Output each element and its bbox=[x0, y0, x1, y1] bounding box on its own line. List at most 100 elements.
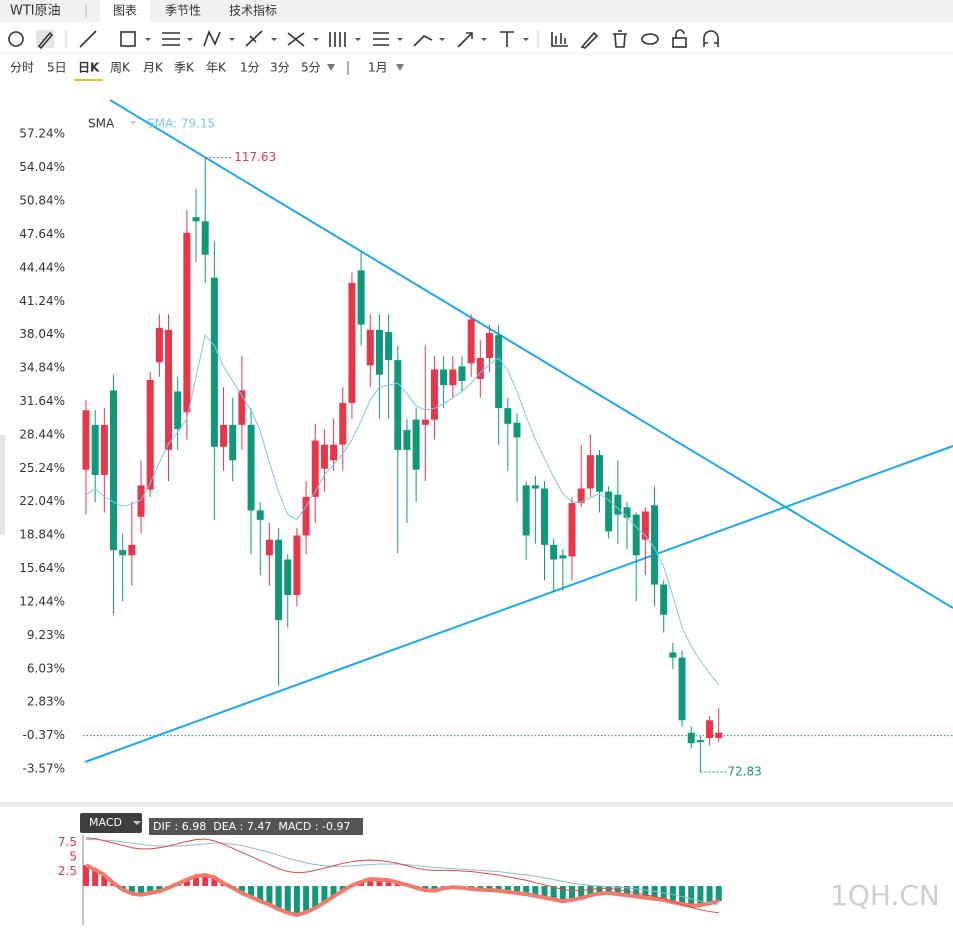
y-tick-label: 18.84% bbox=[19, 528, 65, 542]
sma-line bbox=[85, 334, 720, 686]
candle-body bbox=[100, 424, 108, 475]
watermark: 1QH.CN bbox=[830, 879, 940, 912]
candle-body bbox=[394, 360, 402, 450]
period[interactable]: 周K bbox=[110, 61, 131, 75]
candle-body bbox=[495, 335, 503, 409]
macd-bar bbox=[266, 886, 273, 905]
candle-body bbox=[485, 332, 493, 359]
candle-body bbox=[339, 402, 347, 445]
macd-bar bbox=[183, 879, 190, 887]
y-tick-label: 31.64% bbox=[19, 394, 65, 408]
period[interactable]: 1分 bbox=[240, 61, 260, 75]
legend-box bbox=[149, 818, 363, 835]
candle-body bbox=[174, 391, 182, 430]
candle-body bbox=[220, 424, 228, 447]
tool-icon[interactable] bbox=[551, 32, 568, 47]
tool-icon[interactable] bbox=[457, 32, 473, 48]
period[interactable]: 年K bbox=[206, 61, 227, 75]
tool-icon[interactable] bbox=[245, 30, 263, 47]
candle-body bbox=[476, 358, 484, 379]
macd-bar bbox=[642, 886, 649, 898]
y-tick-label: 47.64% bbox=[19, 227, 65, 241]
macd-bar bbox=[339, 886, 346, 891]
period[interactable]: 季K bbox=[174, 61, 195, 75]
tool-icon[interactable] bbox=[329, 32, 346, 47]
period[interactable]: 日K bbox=[78, 61, 100, 75]
panel-divider bbox=[0, 802, 953, 807]
candle-body bbox=[449, 369, 457, 386]
macd-bar bbox=[248, 886, 255, 898]
macd-bar bbox=[706, 886, 713, 904]
tool-icon[interactable] bbox=[580, 31, 599, 49]
candle-body bbox=[275, 539, 283, 621]
candle-body bbox=[229, 424, 237, 461]
candle-body bbox=[183, 232, 191, 413]
trend-line bbox=[109, 99, 953, 609]
candle-body bbox=[632, 514, 640, 556]
candle-body bbox=[605, 491, 613, 532]
tool-icon[interactable] bbox=[413, 35, 433, 47]
candle-body bbox=[375, 329, 383, 375]
range-selector[interactable]: 1月 bbox=[368, 61, 388, 75]
macd-bar bbox=[376, 879, 383, 887]
tool-icon[interactable] bbox=[373, 32, 389, 46]
tool-icon[interactable] bbox=[672, 37, 687, 48]
tool-icon[interactable] bbox=[203, 29, 221, 47]
tab[interactable]: 技术指标 bbox=[229, 3, 277, 18]
period[interactable]: 3分 bbox=[270, 61, 290, 75]
tool-icon[interactable] bbox=[37, 31, 54, 50]
macd-bar bbox=[293, 886, 300, 916]
tool-icon[interactable] bbox=[500, 31, 514, 47]
macd-bar bbox=[486, 886, 493, 891]
tab[interactable]: 图表 bbox=[113, 4, 137, 18]
period[interactable]: 分时 bbox=[10, 61, 34, 75]
period[interactable]: 5日 bbox=[47, 61, 67, 75]
y-tick-label: 2.5 bbox=[58, 864, 77, 878]
tool-icon[interactable] bbox=[613, 30, 627, 48]
candle-body bbox=[412, 419, 420, 470]
tool-icon[interactable] bbox=[79, 30, 97, 48]
macd-bar bbox=[431, 886, 438, 891]
candle-body bbox=[660, 584, 668, 615]
tab[interactable]: 季节性 bbox=[165, 4, 201, 18]
candle-body bbox=[550, 544, 558, 560]
tool-icon[interactable] bbox=[120, 31, 136, 47]
period[interactable]: 5分 bbox=[301, 61, 321, 75]
candle-body bbox=[715, 732, 723, 738]
macd-bar bbox=[651, 886, 658, 899]
candle-body bbox=[651, 505, 659, 585]
candle-body bbox=[155, 327, 163, 363]
candle-body bbox=[458, 366, 466, 382]
candle-body bbox=[678, 657, 686, 721]
candle-body bbox=[706, 720, 714, 738]
macd-bar bbox=[513, 886, 520, 893]
candle-body bbox=[366, 329, 374, 366]
macd-line bbox=[85, 863, 720, 918]
y-tick-label: 7.5 bbox=[58, 835, 77, 849]
y-tick-label: 15.64% bbox=[19, 561, 65, 575]
y-tick-label: 5 bbox=[69, 850, 77, 864]
candle-body bbox=[330, 444, 338, 461]
tool-icon[interactable] bbox=[8, 31, 24, 47]
side-handle[interactable] bbox=[0, 435, 5, 535]
candle-body bbox=[146, 379, 154, 490]
candle-body bbox=[210, 277, 218, 447]
candle-body bbox=[284, 559, 292, 595]
tool-icon[interactable] bbox=[287, 32, 305, 47]
tool-icon[interactable] bbox=[703, 30, 719, 47]
y-tick-label: 12.44% bbox=[19, 594, 65, 608]
indicator-box[interactable] bbox=[80, 813, 142, 833]
macd-bar bbox=[523, 886, 530, 895]
tool-icon[interactable] bbox=[162, 32, 180, 46]
period[interactable]: 月K bbox=[143, 61, 164, 75]
candle-body bbox=[623, 507, 631, 518]
candle-body bbox=[119, 550, 127, 556]
candle-body bbox=[302, 496, 310, 536]
candle-body bbox=[696, 740, 704, 743]
macd-bar bbox=[541, 886, 548, 898]
macd-bar bbox=[284, 886, 291, 913]
tool-icon[interactable] bbox=[675, 29, 685, 38]
tool-icon[interactable] bbox=[641, 33, 659, 45]
y-tick-label: 57.24% bbox=[19, 127, 65, 141]
y-tick-label: -3.57% bbox=[23, 761, 65, 775]
